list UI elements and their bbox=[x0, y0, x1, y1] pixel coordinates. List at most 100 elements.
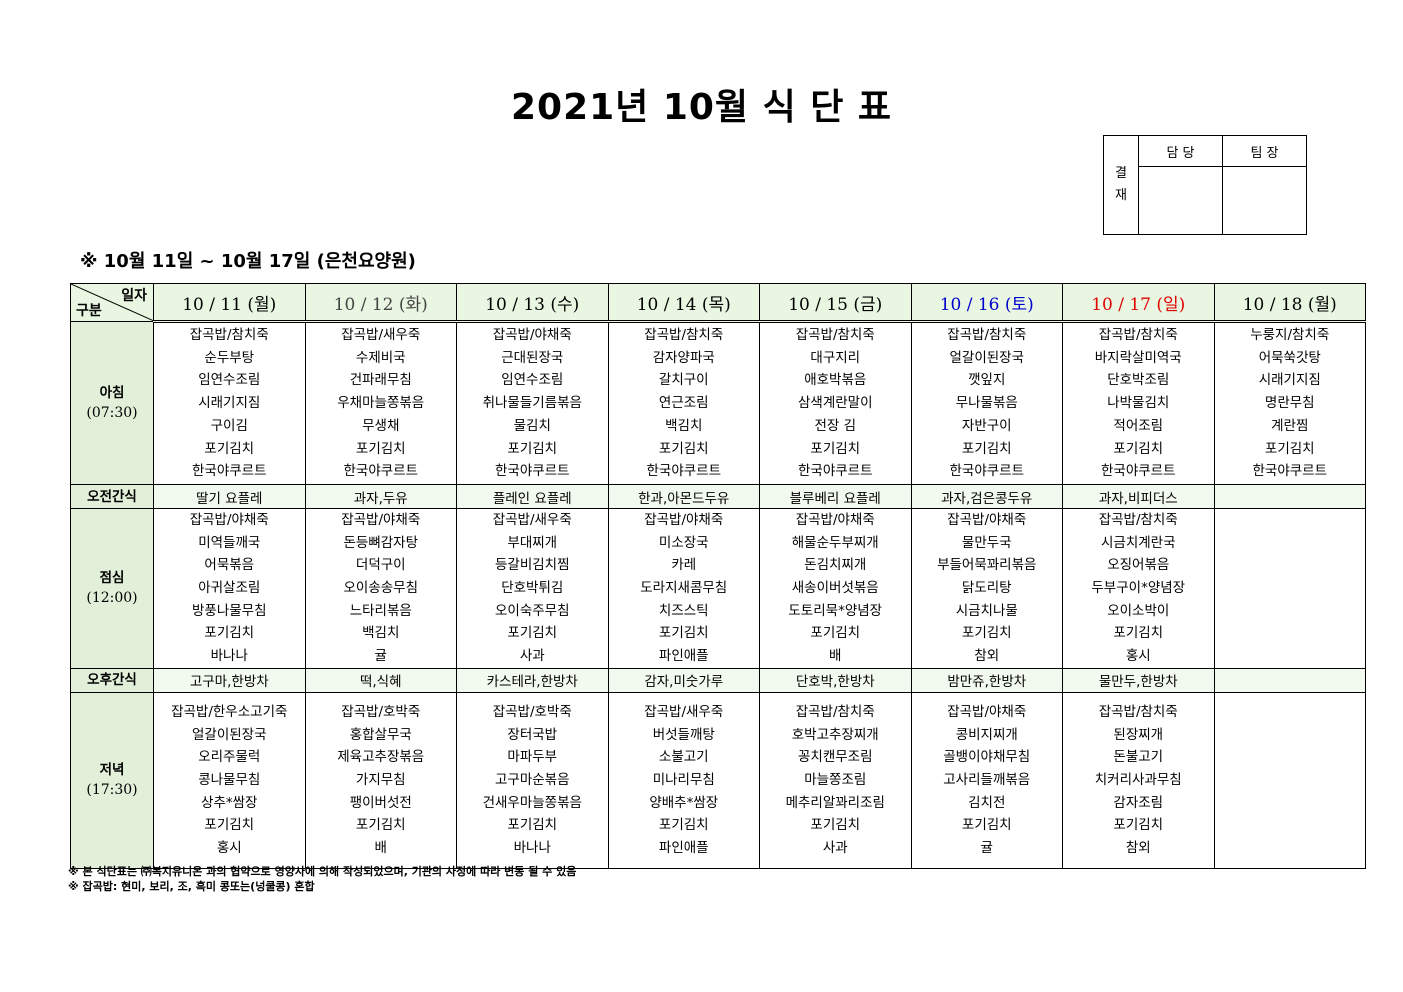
menu-item: 잡곡밥/참치죽 bbox=[947, 327, 1027, 344]
menu-item: 잡곡밥/참치죽 bbox=[1098, 512, 1178, 528]
menu-item: 양배추*쌈장 bbox=[649, 794, 719, 811]
menu-item: 무나물볶음 bbox=[955, 395, 1018, 412]
menu-item: 상추*쌈장 bbox=[201, 794, 258, 811]
menu-item: 아귀살조림 bbox=[198, 580, 261, 597]
menu-cell: 누룽지/참치죽 어묵쑥갓탕 시래기지짐 명란무침 계란찜 포기김치 한국야쿠르트 bbox=[1213, 321, 1366, 485]
menu-item: 귤 bbox=[374, 648, 387, 665]
menu-cell: 잡곡밥/새우죽 부대찌개 등갈비김치찜 단호박튀김 오이숙주무침 포기김치 사과 bbox=[456, 508, 609, 669]
menu-item: 취나물들기름볶음 bbox=[482, 395, 582, 412]
menu-item: 팽이버섯전 bbox=[349, 794, 412, 811]
menu-cell: 잡곡밥/호박죽 홍합살무국 제육고추장볶음 가지무침 팽이버섯전 포기김치 배 bbox=[304, 691, 457, 869]
menu-item: 단호박튀김 bbox=[501, 580, 564, 597]
menu-item: 부대찌개 bbox=[507, 534, 558, 551]
meal-label: 저녁 (17:30) bbox=[70, 691, 154, 869]
menu-cell: 잡곡밥/참치죽 된장찌개 돈불고기 치커리사과무침 감자조림 포기김치 참외 bbox=[1062, 691, 1215, 869]
menu-item: 오이소박이 bbox=[1107, 602, 1170, 619]
menu-cell: 밤만쥬,한방차 bbox=[910, 667, 1063, 693]
menu-cell: 잡곡밥/한우소고기죽 얼갈이된장국 오리주물럭 콩나물무침 상추*쌈장 포기김치 홍시 bbox=[153, 691, 306, 869]
menu-cell: 잡곡밥/야채죽 물만두국 부들어묵꽈리볶음 닭도리탕 시금치나물 포기김치 참외 bbox=[910, 508, 1063, 669]
menu-item: 건파래무침 bbox=[349, 372, 412, 389]
menu-item: 바나나 bbox=[210, 648, 248, 665]
menu-cell: 딸기 요플레 bbox=[153, 484, 306, 509]
menu-cell bbox=[1213, 667, 1366, 693]
menu-item: 한국야쿠르트 bbox=[949, 463, 1025, 480]
menu-item: 마파두부 bbox=[507, 749, 558, 766]
footnote: ※ 잡곡밥: 현미, 보리, 조, 흑미 콩또는(넝쿨콩) 혼합 bbox=[68, 880, 315, 893]
menu-item: 백김치 bbox=[362, 625, 400, 642]
meal-name: 오후간식 bbox=[87, 672, 137, 689]
menu-item: 자반구이 bbox=[961, 417, 1012, 434]
menu-cell: 잡곡밥/야채죽 돈등뼈감자탕 더덕구이 오이송송무침 느타리볶음 백김치 귤 bbox=[304, 508, 457, 669]
approval-col-teamlead: 팀 장 bbox=[1222, 135, 1307, 167]
day-header: 10 / 13 (수) bbox=[456, 283, 609, 323]
menu-item: 고사리들깨볶음 bbox=[943, 771, 1031, 788]
menu-cell: 단호박,한방차 bbox=[759, 667, 912, 693]
menu-item: 골뱅이야채무침 bbox=[943, 749, 1031, 766]
menu-cell: 잡곡밥/참치죽 얼갈이된장국 깻잎지 무나물볶음 자반구이 포기김치 한국야쿠르트 bbox=[910, 321, 1063, 485]
menu-item: 잡곡밥/야채죽 bbox=[492, 327, 572, 344]
menu-item: 순두부탕 bbox=[204, 349, 255, 366]
menu-item: 잡곡밥/호박죽 bbox=[341, 703, 421, 720]
menu-item: 포기김치 bbox=[1113, 440, 1164, 457]
menu-item: 파인애플 bbox=[658, 840, 709, 857]
corner-cell: 일자 구분 bbox=[70, 283, 154, 322]
menu-item: 계란찜 bbox=[1271, 417, 1309, 434]
menu-item: 전장 김 bbox=[814, 417, 857, 434]
menu-item: 잡곡밥/야채죽 bbox=[644, 512, 724, 528]
menu-item: 포기김치 bbox=[355, 440, 406, 457]
menu-item: 사과 bbox=[519, 648, 545, 665]
menu-item: 해물순두부찌개 bbox=[791, 534, 879, 551]
diagonal-line bbox=[71, 284, 154, 321]
menu-item: 잡곡밥/참치죽 bbox=[795, 327, 875, 344]
menu-item: 미소장국 bbox=[658, 534, 709, 551]
menu-item: 우채마늘쫑볶음 bbox=[337, 395, 425, 412]
approval-col-manager: 담 당 bbox=[1138, 135, 1223, 167]
approval-sign-teamlead[interactable] bbox=[1222, 166, 1307, 235]
menu-item: 콩나물무침 bbox=[198, 771, 261, 788]
menu-item: 더덕구이 bbox=[355, 557, 406, 574]
menu-item: 돈김치찌개 bbox=[804, 557, 867, 574]
menu-item: 등갈비김치찜 bbox=[494, 557, 570, 574]
menu-cell: 떡,식혜 bbox=[304, 667, 457, 693]
menu-item: 호박고추장찌개 bbox=[791, 726, 879, 743]
menu-item: 백김치 bbox=[665, 417, 703, 434]
meal-row: 점심 (12:00) 잡곡밥/야채죽 미역들깨국 어묵볶음 아귀살조림 방풍나물무침 포기김치… bbox=[70, 508, 1366, 669]
menu-item: 바지락살미역국 bbox=[1094, 349, 1182, 366]
approval-box: 결 재 담 당 팀 장 bbox=[1103, 135, 1307, 235]
menu-item: 잡곡밥/새우죽 bbox=[341, 327, 421, 344]
menu-item: 대구지리 bbox=[810, 349, 861, 366]
meal-row: 아침 (07:30) 잡곡밥/참치죽 순두부탕 임연수조림 시래기지짐 구이김 포기김치 한국야… bbox=[70, 321, 1366, 485]
menu-item: 한국야쿠르트 bbox=[191, 463, 267, 480]
menu-item: 오이숙주무침 bbox=[494, 602, 570, 619]
approval-sign-manager[interactable] bbox=[1138, 166, 1223, 235]
menu-item: 포기김치 bbox=[507, 440, 558, 457]
menu-cell: 카스테라,한방차 bbox=[456, 667, 609, 693]
menu-cell: 잡곡밥/참치죽 순두부탕 임연수조림 시래기지짐 구이김 포기김치 한국야쿠르트 bbox=[153, 321, 306, 485]
day-header: 10 / 17 (일) bbox=[1062, 283, 1215, 323]
menu-item: 콩비지찌개 bbox=[955, 726, 1018, 743]
menu-item: 감자조림 bbox=[1113, 794, 1164, 811]
snack-row: 오전간식 딸기 요플레 과자,두유 플레인 요플레 한과,아몬드두유 블루베리 요플레 과자… bbox=[70, 484, 1366, 509]
week-subtitle: ※ 10월 11일 ~ 10월 17일 (은천요양원) bbox=[80, 251, 416, 272]
menu-cell bbox=[1213, 691, 1366, 869]
meal-name: 점심 bbox=[99, 570, 125, 587]
menu-item: 애호박볶음 bbox=[804, 372, 867, 389]
menu-item: 누룽지/참치죽 bbox=[1250, 327, 1330, 344]
menu-item: 파인애플 bbox=[658, 648, 709, 665]
menu-item: 홍시 bbox=[216, 840, 242, 857]
menu-item: 포기김치 bbox=[810, 625, 861, 642]
corner-date-label: 일자 bbox=[121, 288, 147, 304]
menu-item: 갈치구이 bbox=[658, 372, 709, 389]
menu-item: 잡곡밥/야채죽 bbox=[341, 512, 421, 528]
meal-name: 아침 bbox=[99, 385, 125, 401]
menu-item: 닭도리탕 bbox=[961, 580, 1012, 597]
menu-item: 참외 bbox=[974, 648, 1000, 665]
menu-item: 홍합살무국 bbox=[349, 726, 412, 743]
menu-item: 배 bbox=[829, 648, 842, 665]
menu-item: 돈등뼈감자탕 bbox=[343, 534, 419, 551]
menu-item: 한국야쿠르트 bbox=[646, 463, 722, 480]
menu-item: 포기김치 bbox=[204, 817, 255, 834]
menu-item: 삼색계란말이 bbox=[797, 395, 873, 412]
menu-item: 잡곡밥/야채죽 bbox=[947, 703, 1027, 720]
menu-item: 참외 bbox=[1125, 840, 1151, 857]
